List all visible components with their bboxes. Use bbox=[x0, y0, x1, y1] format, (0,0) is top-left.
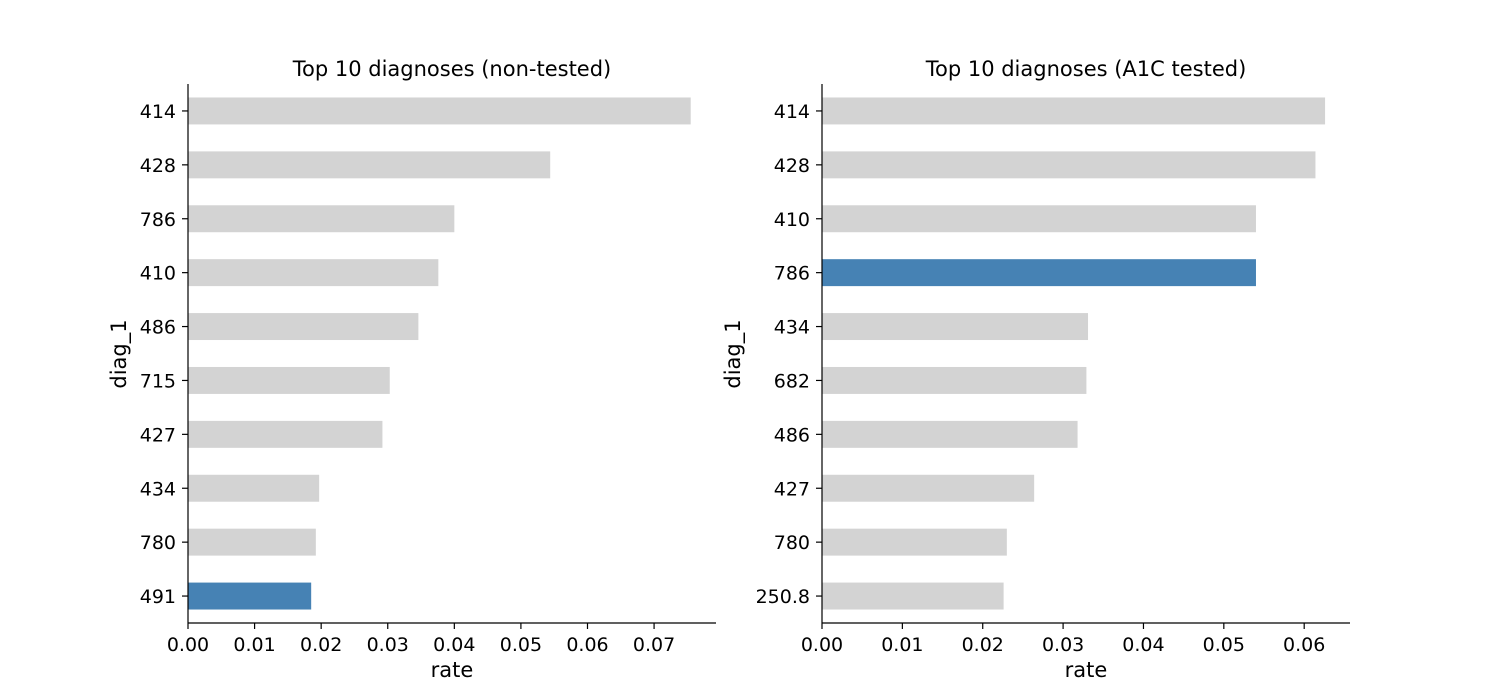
y-tick-label: 427 bbox=[140, 424, 176, 446]
bar-414 bbox=[188, 97, 691, 125]
y-tick-label: 414 bbox=[774, 101, 810, 123]
bar-427 bbox=[188, 420, 383, 448]
x-tick-label: 0.02 bbox=[300, 634, 342, 656]
bar-428 bbox=[188, 151, 551, 179]
x-tick-label: 0.02 bbox=[962, 634, 1004, 656]
bar-434 bbox=[188, 474, 320, 502]
y-axis-label: diag_1 bbox=[721, 319, 746, 388]
chart-panel-a1c-tested: Top 10 diagnoses (A1C tested) 414 428 410 7… bbox=[721, 57, 1350, 682]
bar-486 bbox=[188, 313, 419, 341]
x-tick-label: 0.03 bbox=[1042, 634, 1084, 656]
x-tick-label: 0.01 bbox=[233, 634, 275, 656]
y-tick-label: 428 bbox=[774, 155, 810, 177]
x-tick-label: 0.00 bbox=[167, 634, 209, 656]
y-tick-label: 682 bbox=[774, 370, 810, 392]
bar-715 bbox=[188, 366, 390, 394]
y-tick-label: 786 bbox=[774, 263, 810, 285]
x-axis-label: rate bbox=[431, 658, 474, 682]
bar-486 bbox=[822, 420, 1078, 448]
y-axis-label: diag_1 bbox=[107, 319, 132, 388]
y-ticks: 414 428 410 786 434 682 486 427 780 250.8 bbox=[756, 101, 822, 608]
bar-410 bbox=[188, 259, 439, 287]
bar-786 bbox=[188, 205, 455, 233]
x-tick-label: 0.04 bbox=[433, 634, 475, 656]
bars bbox=[188, 97, 691, 610]
x-tick-label: 0.00 bbox=[801, 634, 843, 656]
bar-780 bbox=[188, 528, 316, 556]
x-axis-label: rate bbox=[1065, 658, 1108, 682]
y-tick-label: 434 bbox=[774, 317, 810, 339]
bar-427 bbox=[822, 474, 1035, 502]
y-tick-label: 715 bbox=[140, 370, 176, 392]
x-tick-label: 0.05 bbox=[500, 634, 542, 656]
x-tick-label: 0.03 bbox=[367, 634, 409, 656]
bar-434 bbox=[822, 313, 1089, 341]
x-tick-label: 0.07 bbox=[633, 634, 675, 656]
y-tick-label: 786 bbox=[140, 209, 176, 231]
bars bbox=[822, 97, 1326, 610]
x-ticks: 0.00 0.01 0.02 0.03 0.04 0.05 0.06 0.07 bbox=[167, 623, 675, 656]
bar-410 bbox=[822, 205, 1256, 233]
bar-786 bbox=[822, 259, 1256, 287]
y-tick-label: 434 bbox=[140, 478, 176, 500]
y-tick-label: 410 bbox=[774, 209, 810, 231]
x-tick-label: 0.06 bbox=[566, 634, 608, 656]
y-tick-label: 250.8 bbox=[756, 586, 810, 608]
bar-780 bbox=[822, 528, 1007, 556]
y-tick-label: 414 bbox=[140, 101, 176, 123]
y-tick-label: 486 bbox=[774, 424, 810, 446]
y-tick-label: 491 bbox=[140, 586, 176, 608]
bar-491 bbox=[188, 582, 312, 610]
x-tick-label: 0.05 bbox=[1203, 634, 1245, 656]
chart-title: Top 10 diagnoses (non-tested) bbox=[292, 57, 612, 81]
x-ticks: 0.00 0.01 0.02 0.03 0.04 0.05 0.06 bbox=[801, 623, 1325, 656]
chart-panel-non-tested: Top 10 diagnoses (non-tested) 4144287864… bbox=[107, 57, 716, 682]
bar-414 bbox=[822, 97, 1326, 125]
y-tick-label: 780 bbox=[140, 532, 176, 554]
y-ticks: 414 428 786 410 486 715 427 434 780 491 bbox=[140, 101, 188, 608]
bar-428 bbox=[822, 151, 1316, 179]
y-tick-label: 486 bbox=[140, 317, 176, 339]
chart-title: Top 10 diagnoses (A1C tested) bbox=[925, 57, 1247, 81]
x-tick-label: 0.06 bbox=[1283, 634, 1325, 656]
x-tick-label: 0.01 bbox=[881, 634, 923, 656]
bar-682 bbox=[822, 366, 1087, 394]
y-tick-label: 410 bbox=[140, 263, 176, 285]
bar-250-8 bbox=[822, 582, 1004, 610]
x-tick-label: 0.04 bbox=[1122, 634, 1164, 656]
y-tick-label: 427 bbox=[774, 478, 810, 500]
y-tick-label: 780 bbox=[774, 532, 810, 554]
y-tick-label: 428 bbox=[140, 155, 176, 177]
